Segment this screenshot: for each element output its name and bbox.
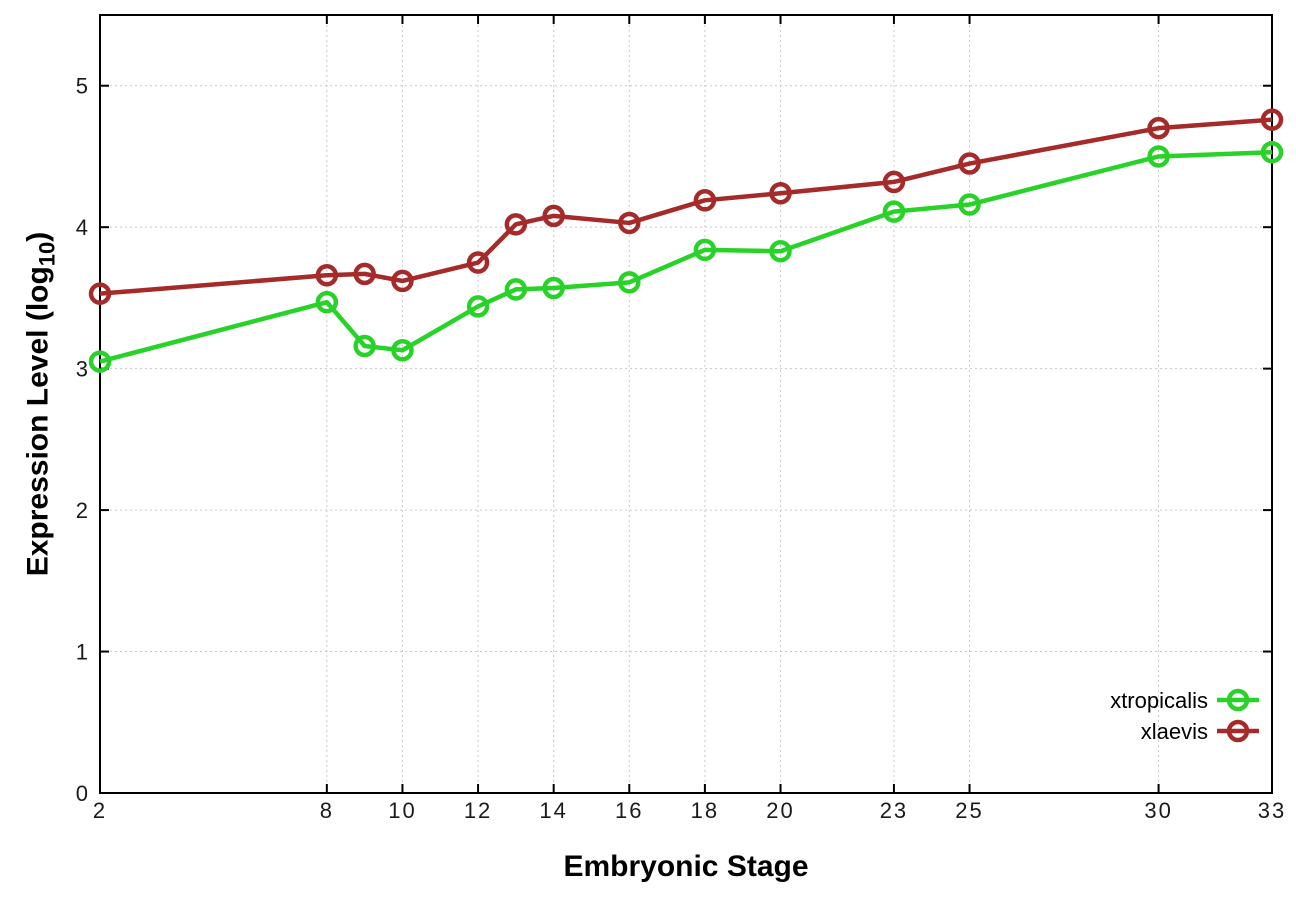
legend-label-xtropicalis: xtropicalis	[1110, 688, 1208, 713]
data-point-xtropicalis	[693, 238, 717, 262]
data-point-xtropicalis	[882, 200, 906, 223]
series-line-xtropicalis	[99, 149, 1273, 364]
y-axis-title-text: Expression Level (log	[21, 266, 55, 577]
data-point-xtropicalis	[315, 290, 339, 314]
data-point-xlaevis	[88, 282, 112, 305]
data-point-xtropicalis	[769, 239, 792, 263]
x-tick-label: 25	[955, 798, 983, 823]
data-point-xlaevis	[618, 211, 641, 235]
plot-border	[99, 14, 1273, 794]
data-point-xlaevis	[315, 264, 339, 287]
legend-label-xlaevis: xlaevis	[1141, 719, 1208, 744]
y-tick-label: 0	[76, 781, 90, 806]
y-tick-label: 3	[76, 357, 90, 382]
y-axis-title-subscript: 10	[34, 241, 60, 267]
x-tick-label: 18	[691, 798, 719, 823]
x-tick-label: 20	[766, 798, 794, 823]
x-tick-label: 23	[880, 798, 908, 823]
data-point-xlaevis	[466, 251, 490, 274]
data-point-xtropicalis	[958, 193, 981, 216]
x-tick-label: 33	[1258, 798, 1286, 823]
data-point-xtropicalis	[466, 295, 490, 318]
x-tick-label: 14	[539, 798, 567, 823]
x-tick-label: 12	[464, 798, 492, 823]
y-tick-label: 2	[76, 498, 90, 523]
x-axis-title: Embryonic Stage	[563, 850, 809, 883]
x-tick-label: 10	[388, 798, 416, 823]
data-point-xlaevis	[1260, 108, 1284, 131]
data-point-xtropicalis	[504, 278, 528, 301]
x-tick-label: 30	[1144, 798, 1172, 823]
data-point-xlaevis	[504, 213, 528, 236]
series-line-xlaevis	[99, 117, 1273, 296]
data-point-xlaevis	[693, 189, 717, 212]
x-tick-label: 2	[93, 798, 107, 823]
data-point-xlaevis	[769, 181, 792, 205]
legend-marker-xtropicalis	[1226, 688, 1250, 712]
data-point-xtropicalis	[88, 350, 112, 373]
data-point-xlaevis	[958, 152, 981, 175]
y-axis-title-suffix: )	[21, 231, 55, 242]
y-tick-label: 1	[76, 640, 90, 665]
data-point-xlaevis	[882, 170, 906, 194]
data-point-xlaevis	[542, 204, 565, 228]
legend-marker-xlaevis	[1226, 719, 1250, 743]
data-point-xtropicalis	[1147, 145, 1170, 168]
data-point-xtropicalis	[618, 271, 641, 294]
data-point-xlaevis	[353, 262, 376, 286]
data-point-xtropicalis	[353, 334, 376, 358]
x-tick-label: 8	[320, 798, 334, 823]
y-tick-label: 4	[76, 215, 90, 240]
data-point-xtropicalis	[1260, 140, 1284, 164]
y-tick-label: 5	[76, 74, 90, 99]
data-point-xlaevis	[391, 269, 414, 293]
data-point-xlaevis	[1147, 116, 1170, 140]
y-axis-title: Expression Level (log10)	[22, 232, 61, 577]
x-tick-label: 16	[615, 798, 643, 823]
data-point-xtropicalis	[391, 338, 414, 362]
data-point-xtropicalis	[542, 276, 565, 300]
